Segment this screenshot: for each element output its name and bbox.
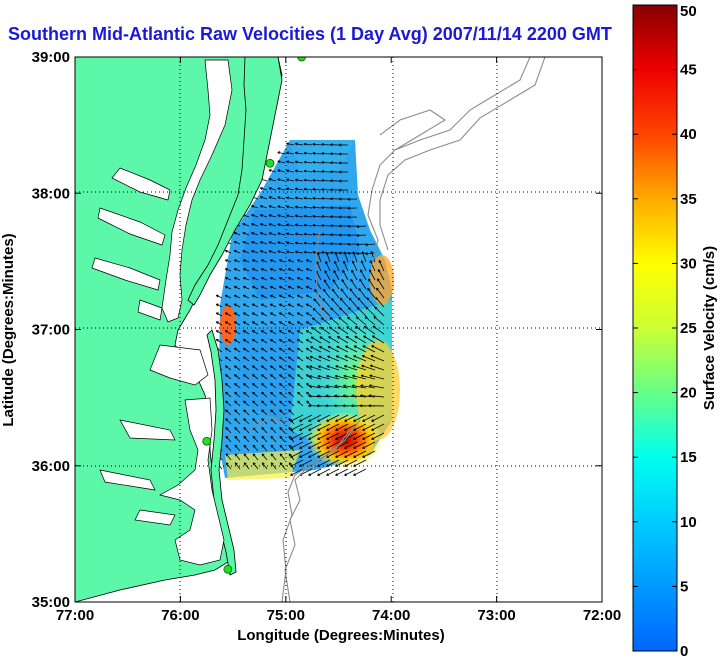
colorbar-tick-label: 35 [680, 191, 697, 208]
velocity-vectors [215, 142, 385, 476]
colorbar-tick-label: 30 [680, 255, 697, 272]
site-marker [202, 436, 212, 446]
y-axis-label: Latitude (Degrees:Minutes) [0, 233, 17, 426]
site-markers [202, 57, 307, 574]
y-tick-label: 35:00 [32, 594, 70, 611]
colorbar-tick-label: 20 [680, 385, 697, 402]
x-tick-label: 73:00 [477, 607, 515, 624]
site-marker [223, 564, 233, 574]
colorbar [632, 4, 678, 652]
colorbar-tick-label: 40 [680, 126, 697, 143]
y-tick-label: 37:00 [32, 322, 70, 339]
y-tick-label: 39:00 [32, 49, 70, 66]
x-tick-label: 75:00 [267, 607, 305, 624]
bathymetry-contours [249, 57, 546, 602]
x-tick-label: 72:00 [583, 607, 621, 624]
x-tick-label: 74:00 [372, 607, 410, 624]
colorbar-tick-label: 0 [680, 643, 688, 659]
x-tick-label: 77:00 [56, 607, 94, 624]
x-tick-label: 76:00 [161, 607, 199, 624]
site-marker [265, 158, 275, 168]
gridlines [75, 57, 602, 602]
y-tick-label: 36:00 [32, 458, 70, 475]
colorbar-tick-label: 25 [680, 320, 697, 337]
x-axis-label: Longitude (Degrees:Minutes) [237, 627, 445, 644]
colorbar-tick-label: 15 [680, 449, 697, 466]
colorbar-tick-label: 10 [680, 514, 697, 531]
colorbar-tick-label: 5 [680, 578, 688, 595]
site-marker [297, 57, 307, 62]
colorbar-tick-label: 45 [680, 62, 697, 79]
y-axis: 39:00 38:00 37:00 36:00 35:00 [32, 49, 602, 611]
land [75, 57, 283, 602]
y-tick-label: 38:00 [32, 185, 70, 202]
plot-title: Southern Mid-Atlantic Raw Velocities (1 … [8, 24, 612, 44]
colorbar-label: Surface Velocity (cm/s) [701, 246, 718, 410]
x-axis: 77:00 76:00 75:00 74:00 73:00 72:00 [56, 57, 621, 624]
colorbar-tick-label: 50 [680, 3, 697, 20]
